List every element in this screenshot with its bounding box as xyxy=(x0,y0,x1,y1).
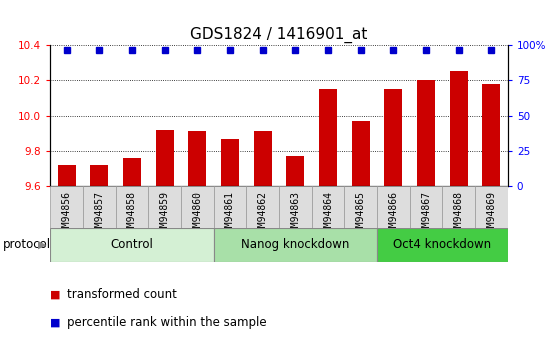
Bar xyxy=(377,228,508,262)
Text: GSM94869: GSM94869 xyxy=(487,191,497,238)
Text: GSM94856: GSM94856 xyxy=(61,191,71,238)
Bar xyxy=(475,186,508,228)
Bar xyxy=(254,131,272,186)
Text: GSM94863: GSM94863 xyxy=(290,191,300,238)
Bar xyxy=(181,186,214,228)
Text: transformed count: transformed count xyxy=(67,288,177,302)
Text: GSM94857: GSM94857 xyxy=(94,191,104,238)
Bar xyxy=(246,186,279,228)
Bar xyxy=(450,71,468,186)
Bar xyxy=(221,139,239,186)
Text: GSM94866: GSM94866 xyxy=(388,191,398,238)
Title: GDS1824 / 1416901_at: GDS1824 / 1416901_at xyxy=(190,27,368,43)
Text: Nanog knockdown: Nanog knockdown xyxy=(241,238,349,252)
Bar xyxy=(116,186,148,228)
Bar xyxy=(384,89,402,186)
Bar xyxy=(156,130,174,186)
Bar xyxy=(188,131,206,186)
Bar xyxy=(352,121,370,186)
Text: GSM94858: GSM94858 xyxy=(127,191,137,238)
Bar xyxy=(123,158,141,186)
Text: GSM94861: GSM94861 xyxy=(225,191,235,238)
Text: GSM94862: GSM94862 xyxy=(258,191,268,238)
Bar xyxy=(410,186,442,228)
Text: GSM94860: GSM94860 xyxy=(193,191,203,238)
Bar xyxy=(417,80,435,186)
Text: ▶: ▶ xyxy=(38,240,46,250)
Text: Oct4 knockdown: Oct4 knockdown xyxy=(393,238,492,252)
Text: ■: ■ xyxy=(50,318,61,327)
Text: percentile rank within the sample: percentile rank within the sample xyxy=(67,316,267,329)
Text: GSM94867: GSM94867 xyxy=(421,191,431,238)
Bar xyxy=(148,186,181,228)
Bar xyxy=(312,186,344,228)
Bar xyxy=(319,89,337,186)
Bar xyxy=(344,186,377,228)
Bar xyxy=(483,84,501,186)
Bar xyxy=(377,186,410,228)
Bar xyxy=(442,186,475,228)
Text: GSM94859: GSM94859 xyxy=(160,191,170,238)
Text: Control: Control xyxy=(110,238,153,252)
Bar xyxy=(279,186,312,228)
Text: protocol: protocol xyxy=(3,238,51,252)
Text: GSM94868: GSM94868 xyxy=(454,191,464,238)
Bar xyxy=(83,186,116,228)
Bar xyxy=(214,186,246,228)
Bar xyxy=(50,186,83,228)
Bar xyxy=(90,165,108,186)
Bar xyxy=(50,228,214,262)
Bar xyxy=(57,165,75,186)
Text: ■: ■ xyxy=(50,290,61,300)
Text: GSM94864: GSM94864 xyxy=(323,191,333,238)
Bar xyxy=(286,156,304,186)
Bar xyxy=(214,228,377,262)
Text: GSM94865: GSM94865 xyxy=(355,191,365,238)
